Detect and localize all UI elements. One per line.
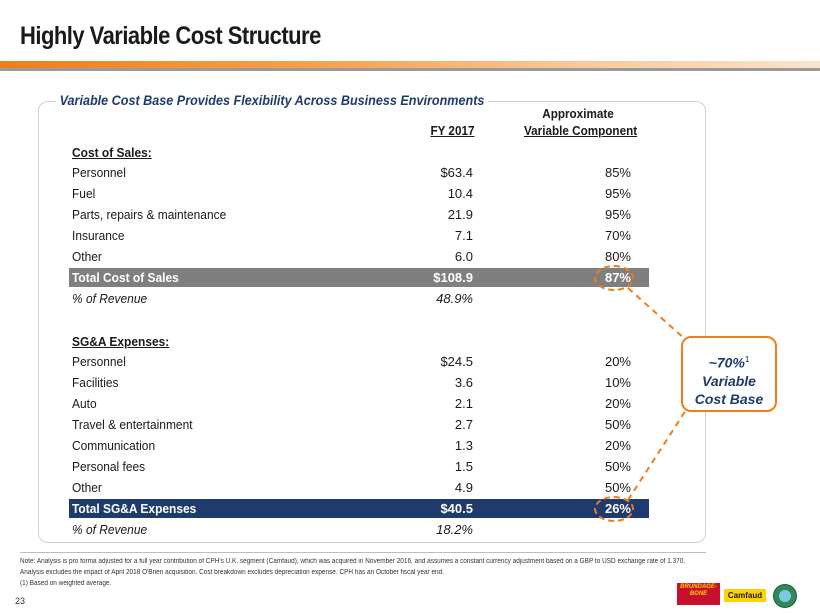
row-fy2017: 21.9 — [447, 207, 473, 222]
section-heading-row: Cost of Sales: — [69, 143, 649, 162]
row-fy2017: $108.9 — [433, 270, 473, 285]
row-variable: 95% — [604, 186, 631, 201]
row-label: Communication — [72, 438, 156, 453]
camfaud-logo: Camfaud — [724, 589, 766, 602]
row-fy2017: $63.4 — [440, 165, 473, 180]
highlight-oval-cost-of-sales — [594, 265, 634, 291]
row-variable: 50% — [604, 417, 631, 432]
footnote-line2: Analysis excludes the impact of April 20… — [20, 569, 445, 576]
col-header-variable-line1: Approximate — [542, 106, 614, 121]
row-fy2017: 2.7 — [454, 417, 473, 432]
row-variable: 70% — [604, 228, 631, 243]
row-fy2017: 10.4 — [447, 186, 473, 201]
row-label: Total Cost of Sales — [72, 270, 179, 285]
row-label: Parts, repairs & maintenance — [72, 207, 227, 222]
pct-revenue-row: % of Revenue 48.9% — [69, 289, 649, 308]
row-fy2017: $40.5 — [440, 501, 473, 516]
panel-title: Variable Cost Base Provides Flexibility … — [56, 92, 489, 108]
highlight-oval-sga — [594, 496, 634, 522]
callout-line2: Variable — [702, 372, 756, 389]
footnote-line3: (1) Based on weighted average. — [20, 580, 112, 587]
header-divider — [0, 68, 820, 71]
section-heading-row: SG&A Expenses: — [69, 332, 649, 351]
row-label: Insurance — [72, 228, 125, 243]
row-fy2017: 6.0 — [454, 249, 473, 264]
section-heading: SG&A Expenses: — [72, 334, 170, 349]
row-variable: 20% — [604, 438, 631, 453]
table-row: Travel & entertainment 2.7 50% — [69, 415, 649, 434]
section-heading: Cost of Sales: — [72, 145, 152, 160]
table-row: Personnel $24.5 20% — [69, 352, 649, 371]
page-title: Highly Variable Cost Structure — [20, 22, 321, 50]
row-variable: 20% — [604, 354, 631, 369]
table-row: Fuel 10.4 95% — [69, 184, 649, 203]
table-row: Auto 2.1 20% — [69, 394, 649, 413]
connector-line-bottom — [627, 409, 687, 501]
row-fy2017: 1.3 — [454, 438, 473, 453]
row-fy2017: 3.6 — [454, 375, 473, 390]
table-row: Communication 1.3 20% — [69, 436, 649, 455]
row-label: Auto — [72, 396, 97, 411]
row-label: Travel & entertainment — [72, 417, 193, 432]
row-variable: 50% — [604, 480, 631, 495]
header-accent-bar — [0, 61, 820, 68]
row-variable: 80% — [604, 249, 631, 264]
row-fy2017: 2.1 — [454, 396, 473, 411]
callout-value: ~70% — [708, 354, 745, 371]
table-row: Other 4.9 50% — [69, 478, 649, 497]
table-row: Parts, repairs & maintenance 21.9 95% — [69, 205, 649, 224]
row-label: Fuel — [72, 186, 96, 201]
row-label: Other — [72, 249, 102, 264]
row-fy2017: 7.1 — [454, 228, 473, 243]
row-label: Personnel — [72, 165, 126, 180]
callout-line3: Cost Base — [694, 390, 764, 407]
row-variable: 95% — [604, 207, 631, 222]
table-row: Insurance 7.1 70% — [69, 226, 649, 245]
row-label: Personnel — [72, 354, 126, 369]
row-label: Other — [72, 480, 102, 495]
row-fy2017: 1.5 — [454, 459, 473, 474]
callout-footnote-ref: 1 — [744, 355, 750, 364]
pct-revenue-row: % of Revenue 18.2% — [69, 520, 649, 539]
row-variable: 50% — [604, 459, 631, 474]
brundage-bone-logo: BRUNDAGE-BONE — [677, 583, 720, 605]
globe-logo-icon — [773, 584, 797, 608]
col-header-fy2017-text: FY 2017 — [430, 123, 475, 138]
row-label: Facilities — [72, 375, 119, 390]
row-label: Total SG&A Expenses — [72, 501, 197, 516]
table-row: Facilities 3.6 10% — [69, 373, 649, 392]
row-fy2017: $24.5 — [440, 354, 473, 369]
table-row: Personnel $63.4 85% — [69, 163, 649, 182]
row-fy2017: 48.9% — [436, 291, 473, 306]
col-header-variable-line2: Variable Component — [524, 123, 638, 138]
row-fy2017: 18.2% — [436, 522, 473, 537]
variable-cost-callout: ~70%1 Variable Cost Base — [681, 336, 777, 412]
total-cost-of-sales-row: Total Cost of Sales $108.9 87% — [69, 268, 649, 287]
row-label: % of Revenue — [72, 291, 148, 306]
row-label: % of Revenue — [72, 522, 148, 537]
row-fy2017: 4.9 — [454, 480, 473, 495]
table-row: Other 6.0 80% — [69, 247, 649, 266]
row-variable: 10% — [604, 375, 631, 390]
col-header-variable: Approximate Variable Component — [524, 106, 637, 138]
col-header-fy2017: FY 2017 — [430, 123, 474, 138]
connector-line-top — [627, 287, 687, 341]
footnote-divider — [20, 552, 706, 553]
row-variable: 20% — [604, 396, 631, 411]
footnote-line1: Note: Analysis is pro forma adjusted for… — [20, 558, 686, 565]
table-row: Personal fees 1.5 50% — [69, 457, 649, 476]
row-label: Personal fees — [72, 459, 146, 474]
row-variable: 85% — [604, 165, 631, 180]
page-number: 23 — [15, 596, 26, 606]
